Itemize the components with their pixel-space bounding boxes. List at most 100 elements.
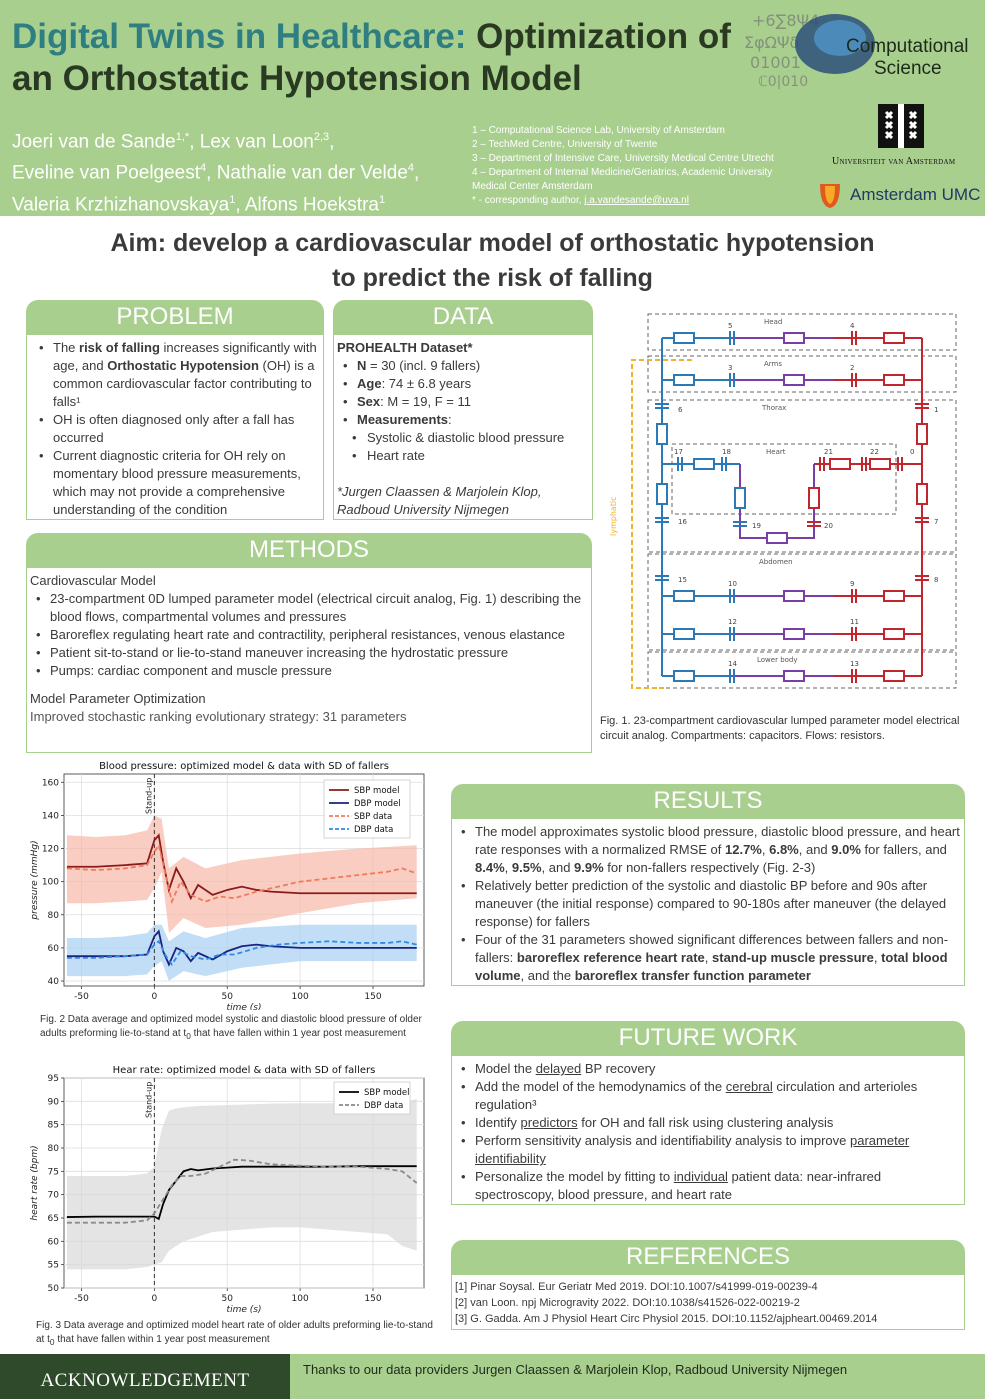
- y-tick-label: 55: [48, 1261, 59, 1271]
- methods-bullet-2: Baroreflex regulating heart rate and con…: [30, 626, 587, 644]
- author-separator: ,: [235, 193, 245, 215]
- series-line: [66, 842, 418, 905]
- compartment-number: 11: [850, 618, 859, 626]
- data-item-age: Age: 74 ± 6.8 years: [337, 375, 588, 393]
- compartment-number: 3: [728, 364, 732, 372]
- future-work-heading: FUTURE WORK: [451, 1021, 965, 1055]
- compartment-number: 2: [850, 364, 854, 372]
- author-separator: ,: [329, 131, 335, 153]
- reference-2: [2] van Loon. npj Microgravity 2022. DOI…: [455, 1297, 800, 1309]
- problem-panel: The risk of falling increases significan…: [26, 334, 324, 520]
- corresponding-author: * - corresponding author, j.a.vandesande…: [472, 194, 802, 208]
- reference-1: [1] Pinar Soysal. Eur Geriatr Med 2019. …: [455, 1281, 818, 1293]
- methods-bullet-3: Patient sit-to-stand or lie-to-stand man…: [30, 644, 587, 662]
- resistor: [883, 332, 905, 344]
- legend-label: SBP model: [364, 1088, 410, 1098]
- head-compartment-box: [647, 313, 957, 351]
- y-tick-label: 50: [48, 1284, 60, 1294]
- compartment-number: 1: [934, 406, 938, 414]
- x-tick-label: 100: [292, 992, 309, 1002]
- y-tick-label: 75: [48, 1167, 59, 1177]
- chart-title: Blood pressure: optimized model & data w…: [99, 761, 389, 772]
- methods-panel: Cardiovascular Model 23-compartment 0D l…: [26, 567, 592, 753]
- x-tick-label: 50: [222, 992, 234, 1002]
- series-line: [66, 939, 417, 967]
- aim-statement: Aim: develop a cardiovascular model of o…: [40, 226, 945, 296]
- methods-bullet-1: 23-compartment 0D lumped parameter model…: [30, 590, 587, 626]
- results-bullet-3: Four of the 31 parameters showed signifi…: [455, 931, 960, 985]
- compartment-number: 17: [674, 448, 683, 456]
- affiliation-3: 3 – Department of Intensive Care, Univer…: [472, 153, 774, 164]
- heart-compartment-box: [671, 443, 897, 515]
- computational-science-logo: +6∑8Ψ4 ΣφΩΨδ 01001 ℂ0|010: [744, 11, 875, 90]
- author-affiliation-mark: 4: [200, 162, 207, 175]
- x-tick-label: 50: [222, 1294, 234, 1304]
- x-tick-label: 100: [292, 1294, 309, 1304]
- y-tick-label: 90: [48, 1097, 60, 1107]
- compartment-number: 22: [870, 448, 879, 456]
- circuit-diagram: lymphatic Head Arms Thorax Heart Abdomen…: [609, 313, 957, 689]
- resistor: [808, 487, 820, 509]
- logo-uva-text: Universiteit van Amsterdam: [832, 156, 956, 167]
- compartment-number: 0: [910, 448, 914, 456]
- author-name: Nathalie van der Velde: [216, 162, 408, 184]
- compartment-number: 20: [824, 522, 833, 530]
- affiliation-4: 4 – Department of Internal Medicine/Geri…: [472, 167, 773, 192]
- author-affiliation-mark: 1,*: [175, 131, 190, 143]
- data-heading: DATA: [333, 300, 593, 334]
- compartment-number: 5: [728, 322, 732, 330]
- resistor: [916, 483, 928, 505]
- fig3-caption: Fig. 3 Data average and optimized model …: [36, 1320, 433, 1347]
- resistor: [734, 487, 746, 509]
- author-name: Lex van Loon: [199, 131, 314, 153]
- resistor: [673, 670, 695, 682]
- future-item-1: Model the delayed BP recovery: [455, 1060, 960, 1078]
- compartment-number: 16: [678, 518, 687, 526]
- legend-label: DBP data: [364, 1101, 403, 1111]
- logo-cs-line2: Science: [874, 58, 942, 79]
- compartment-number: 8: [934, 576, 938, 584]
- abdomen-label: Abdomen: [759, 558, 793, 566]
- resistor: [783, 628, 805, 640]
- resistor: [829, 458, 851, 470]
- resistor: [869, 458, 891, 470]
- thorax-label: Thorax: [761, 404, 786, 412]
- x-axis-label: time (s): [227, 1003, 262, 1010]
- compartment-number: 7: [934, 518, 938, 526]
- author-affiliation-mark: 2,3: [313, 131, 330, 143]
- measurement-bp: Systolic & diastolic blood pressure: [337, 429, 588, 447]
- methods-subheading-model: Cardiovascular Model: [30, 573, 156, 588]
- legend-label: DBP model: [354, 799, 401, 809]
- y-axis-label: heart rate (bpm): [30, 1145, 40, 1220]
- aim-line-2: to predict the risk of falling: [332, 264, 653, 292]
- x-tick-label: 0: [151, 992, 157, 1002]
- logo-symbols-row4: ℂ0|010: [758, 74, 808, 90]
- compartment-number: 12: [728, 618, 737, 626]
- fig1-caption: Fig. 1. 23-compartment cardiovascular lu…: [600, 715, 960, 742]
- affiliation-list: 1 – Computational Science Lab, Universit…: [472, 124, 802, 208]
- resistor: [656, 483, 668, 505]
- resistor: [883, 628, 905, 640]
- data-item-measurements: Measurements:: [337, 411, 588, 429]
- author-separator: ,: [189, 131, 200, 153]
- blood-pressure-chart: Blood pressure: optimized model & data w…: [30, 761, 425, 1010]
- x-tick-label: 0: [151, 1294, 157, 1304]
- corresponding-email-link[interactable]: j.a.vandesande@uva.nl: [584, 195, 689, 206]
- x-axis-label: time (s): [227, 1305, 262, 1315]
- methods-subheading-optimization: Model Parameter Optimization: [30, 691, 206, 706]
- corresponding-prefix: * - corresponding author,: [472, 195, 585, 206]
- future-item-3: Identify predictors for OH and fall risk…: [455, 1114, 960, 1132]
- author-name: Alfons Hoekstra: [244, 193, 379, 215]
- resistor: [883, 374, 905, 386]
- problem-bullet-1: The risk of falling increases significan…: [33, 339, 319, 411]
- lymphatic-line: [631, 359, 692, 689]
- logo-symbols-row1: +6∑8Ψ4: [752, 11, 819, 30]
- resistor: [656, 423, 668, 445]
- future-item-2: Add the model of the hemodynamics of the…: [455, 1078, 960, 1114]
- y-tick-label: 140: [42, 811, 59, 821]
- logo-symbols-row2: ΣφΩΨδ: [744, 33, 799, 52]
- author-line: Joeri van de Sande1,*, Lex van Loon2,3,: [12, 124, 462, 155]
- y-tick-label: 65: [48, 1214, 59, 1224]
- y-tick-label: 85: [48, 1121, 59, 1131]
- amsterdam-umc-icon: [820, 184, 840, 208]
